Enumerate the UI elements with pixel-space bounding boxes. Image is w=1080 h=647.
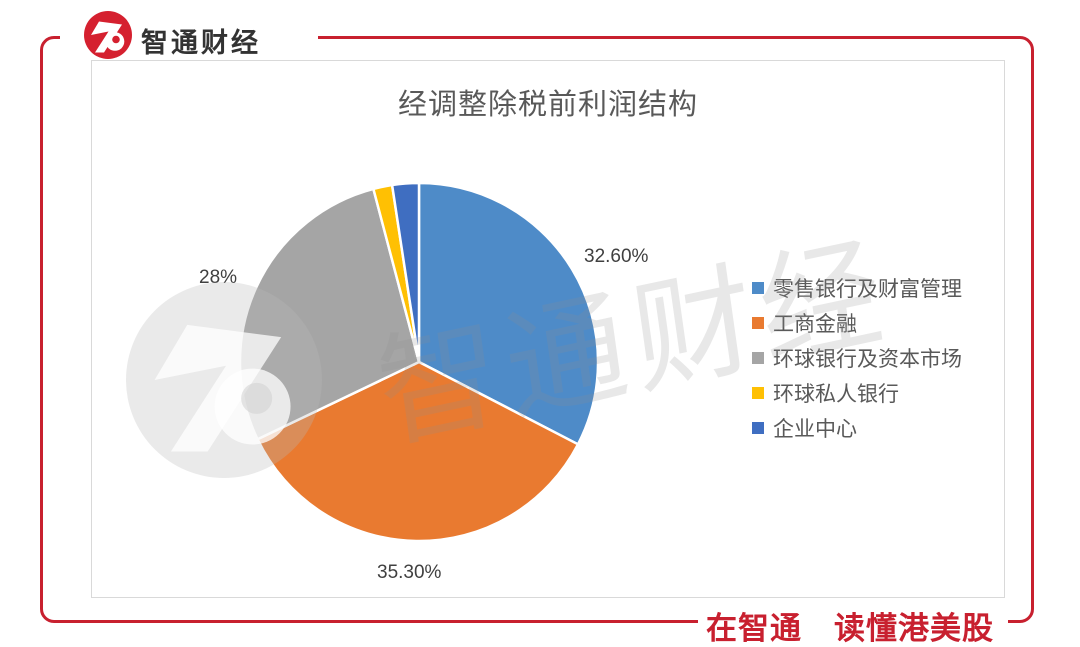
brand-name: 智通财经 [141,28,261,58]
legend-marker-icon [752,351,764,364]
legend-label: 企业中心 [773,417,857,441]
legend-item-0: 零售银行及财富管理 [752,270,962,305]
chart-title: 经调整除税前利润结构 [397,89,698,121]
legend-item-2: 环球银行及资本市场 [752,340,962,375]
pie-label-global-banking: 28% [199,267,238,288]
legend-marker-icon [752,421,764,434]
pie-slice-0 [417,181,600,446]
legend-label: 工商金融 [773,312,857,336]
legend-label: 零售银行及财富管理 [773,277,962,301]
legend-item-1: 工商金融 [752,305,962,340]
legend-marker-icon [752,316,764,329]
frame-bottom-gap [698,611,1008,629]
footer-slogan: 在智通 读懂港美股 [706,611,994,646]
zhitong-logo-icon [84,11,132,59]
legend-item-4: 企业中心 [752,410,962,445]
legend-label: 环球银行及资本市场 [773,347,962,371]
pie-slice-1 [256,360,580,543]
pie-label-commercial-banking: 35.30% [377,562,442,583]
chart-legend: 零售银行及财富管理 工商金融环球银行及资本市场 环球私人银行 企业中心 [752,270,962,445]
legend-label: 环球私人银行 [773,382,899,406]
legend-marker-icon [752,281,764,294]
pie-slice-4 [390,181,421,364]
frame-border [40,36,1034,623]
pie-label-retail-banking: 32.60% [584,246,649,267]
legend-item-3: 环球私人银行 [752,375,962,410]
legend-marker-icon [752,386,764,399]
